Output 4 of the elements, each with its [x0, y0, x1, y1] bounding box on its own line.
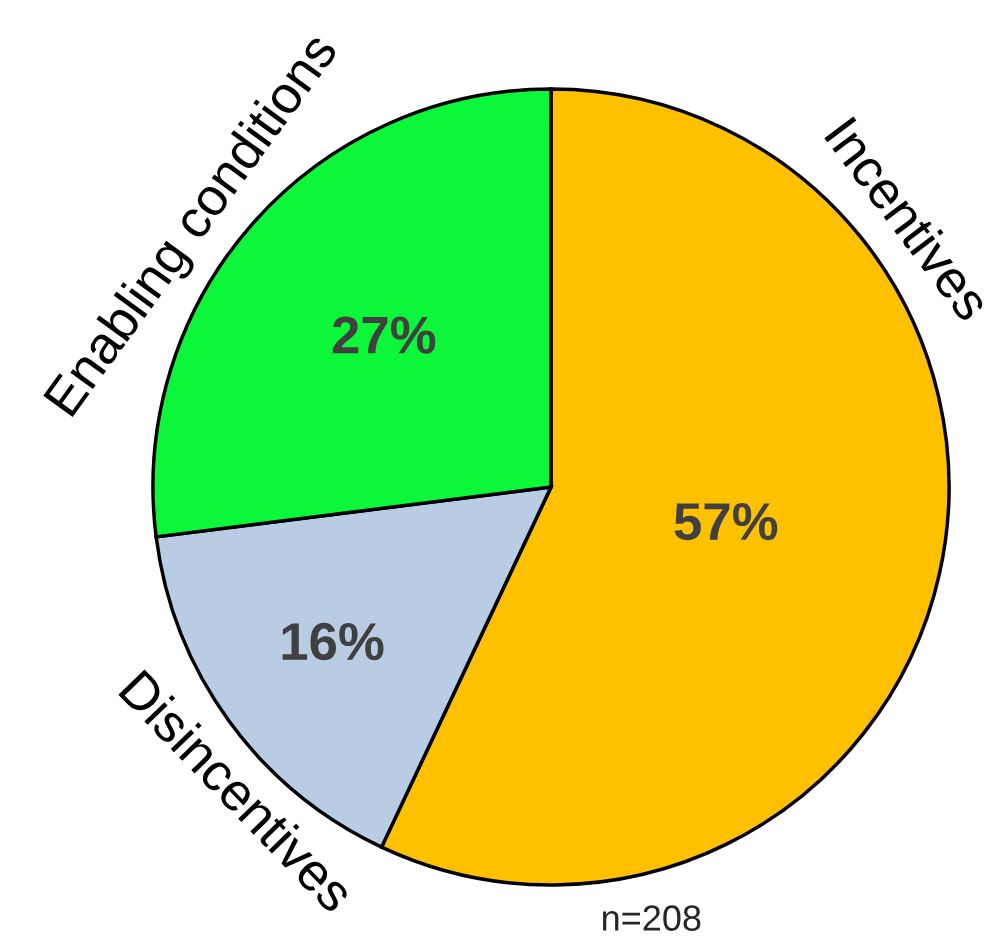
text: n=208 [602, 905, 701, 931]
data-label: 57% [674, 503, 778, 541]
data-label: 16% [282, 622, 384, 661]
data-label: 27% [332, 316, 436, 354]
